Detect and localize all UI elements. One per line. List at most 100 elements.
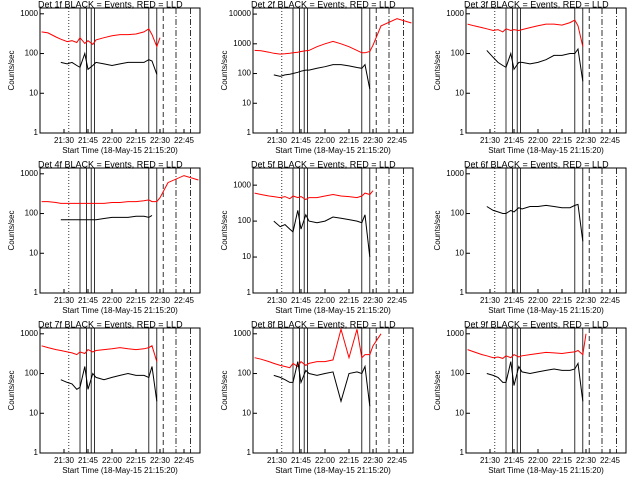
y-tick-label: 10 [29,88,38,97]
series-line [254,18,412,55]
y-tick-label: 1 [460,128,465,137]
series-line [41,28,161,48]
y-axis-label: Counts/sec [433,210,442,250]
x-axis-label: Start Time (18-May-15 21:15:20) [62,146,178,155]
series-line [41,345,158,362]
x-axis-label: Start Time (18-May-15 21:15:20) [275,306,391,315]
x-tick-label: 22:45 [600,136,621,145]
y-tick-label: 1000 [233,180,251,189]
x-tick-label: 21:30 [54,136,75,145]
y-tick-label: 100 [238,216,252,225]
y-tick-label: 1 [34,448,39,457]
x-tick-label: 21:45 [504,136,525,145]
chart-title: Det 8f BLACK = Events, RED = LLD [251,319,396,329]
y-tick-label: 10 [29,248,38,257]
y-tick-label: 100 [238,369,252,378]
y-tick-label: 1000 [233,329,251,338]
plot-frame [252,327,414,454]
x-tick-label: 22:30 [576,296,597,305]
x-tick-label: 21:45 [291,136,312,145]
series-line [486,361,584,402]
x-tick-label: 21:30 [480,456,501,465]
plot-frame [465,167,627,294]
x-tick-label: 22:15 [339,136,360,145]
x-tick-label: 22:45 [387,456,408,465]
x-tick-label: 22:15 [552,296,573,305]
plot-frame [39,7,201,134]
series-line [467,333,587,359]
y-tick-label: 1 [34,288,39,297]
x-tick-label: 21:30 [480,296,501,305]
chart-title: Det 4f BLACK = Events, RED = LLD [38,159,183,169]
x-tick-label: 22:30 [150,296,171,305]
plot-frame [465,327,627,454]
y-tick-label: 1000 [20,9,38,18]
y-tick-label: 1000 [233,39,251,48]
chart-title: Det 3f BLACK = Events, RED = LLD [464,0,609,9]
x-tick-label: 21:45 [291,456,312,465]
x-tick-label: 22:30 [576,456,597,465]
series-line [273,361,371,407]
x-tick-label: 22:45 [600,296,621,305]
y-tick-label: 10 [242,98,251,107]
x-tick-label: 22:30 [363,456,384,465]
series-line [254,190,374,201]
x-tick-label: 22:15 [339,456,360,465]
x-axis-label: Start Time (18-May-15 21:15:20) [488,306,604,315]
x-tick-label: 22:00 [315,296,336,305]
x-tick-label: 22:00 [315,456,336,465]
x-axis-label: Start Time (18-May-15 21:15:20) [62,466,178,475]
x-tick-label: 22:45 [174,456,195,465]
y-tick-label: 1 [460,288,465,297]
x-tick-label: 22:15 [126,296,147,305]
x-axis-label: Start Time (18-May-15 21:15:20) [488,146,604,155]
y-tick-label: 100 [451,369,465,378]
x-tick-label: 21:45 [504,456,525,465]
x-tick-label: 22:00 [528,296,549,305]
series-line [486,47,584,82]
x-tick-label: 22:45 [387,136,408,145]
y-axis-label: Counts/sec [433,50,442,90]
series-line [60,366,158,402]
y-tick-label: 100 [451,209,465,218]
x-tick-label: 22:00 [102,296,123,305]
x-tick-label: 21:45 [291,296,312,305]
y-axis-label: Counts/sec [220,210,229,250]
plot-frame [252,167,414,294]
y-tick-label: 1000 [446,9,464,18]
x-tick-label: 22:45 [174,136,195,145]
x-tick-label: 22:30 [150,136,171,145]
series-line [273,63,371,90]
x-tick-label: 22:00 [102,136,123,145]
x-tick-label: 22:30 [363,296,384,305]
x-tick-label: 22:00 [315,136,336,145]
y-axis-label: Counts/sec [7,210,16,250]
y-tick-label: 10 [29,408,38,417]
y-tick-label: 10 [455,248,464,257]
series-line [60,214,153,221]
x-tick-label: 22:15 [126,456,147,465]
chart-title: Det 2f BLACK = Events, RED = LLD [251,0,396,9]
x-axis-label: Start Time (18-May-15 21:15:20) [62,306,178,315]
y-tick-label: 1 [34,128,39,137]
x-tick-label: 22:00 [528,456,549,465]
plot-frame [252,7,414,134]
chart-title: Det 7f BLACK = Events, RED = LLD [38,319,183,329]
x-tick-label: 21:30 [480,136,501,145]
x-tick-label: 21:30 [54,456,75,465]
chart-title: Det 5f BLACK = Events, RED = LLD [251,159,396,169]
x-tick-label: 21:30 [267,136,288,145]
chart-title: Det 1f BLACK = Events, RED = LLD [38,0,183,9]
x-tick-label: 22:30 [576,136,597,145]
y-tick-label: 1 [460,448,465,457]
x-tick-label: 21:30 [267,456,288,465]
series-line [254,327,382,369]
series-line [60,51,158,75]
y-tick-label: 100 [25,49,39,58]
plot-frame [39,327,201,454]
chart-title: Det 6f BLACK = Events, RED = LLD [464,159,609,169]
y-tick-label: 10 [242,408,251,417]
x-axis-label: Start Time (18-May-15 21:15:20) [275,146,391,155]
x-tick-label: 21:45 [78,296,99,305]
y-tick-label: 10 [242,252,251,261]
